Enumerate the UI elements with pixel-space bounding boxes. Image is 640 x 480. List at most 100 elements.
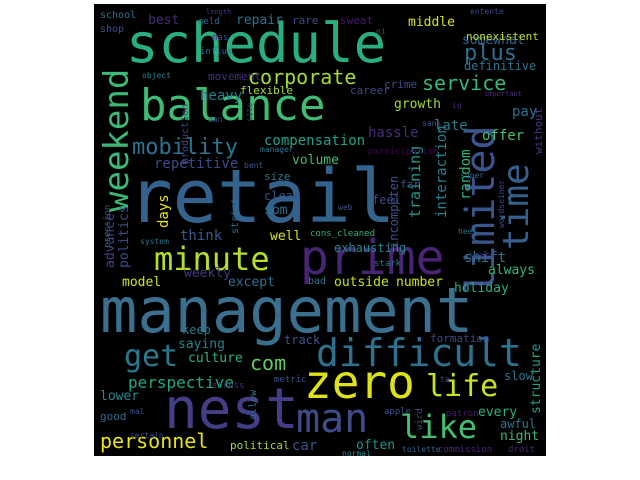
word-som: som — [264, 203, 288, 218]
word-mobility: mobility — [132, 135, 238, 160]
word-saying: saying — [178, 337, 225, 352]
word-time: time — [496, 163, 537, 250]
word-size: size — [264, 170, 291, 183]
word-keep: keep — [182, 323, 211, 337]
word-clear: clear — [264, 189, 300, 203]
word-except: except — [228, 275, 275, 290]
word-repetitive: repetitive — [154, 156, 238, 172]
word-awful: awful — [500, 417, 536, 431]
word-length: length — [206, 8, 231, 16]
word-heel: heel — [458, 227, 477, 236]
word-car: car — [292, 438, 317, 454]
word-management: management — [100, 274, 473, 347]
word-exhausting: exhausting — [334, 241, 406, 255]
word-production: production — [180, 104, 191, 164]
word-days: days — [156, 194, 172, 228]
word-ni: ni — [376, 27, 386, 36]
word-advance: advance — [103, 213, 118, 268]
word-wordseiner: wordseiner — [497, 180, 506, 228]
word-bent: bent — [244, 161, 263, 170]
word-culture: culture — [188, 351, 243, 366]
word-super: super — [460, 171, 484, 180]
word-life: life — [426, 369, 498, 404]
word-jours: jours — [468, 251, 495, 261]
word-interaction: interaction — [434, 125, 450, 218]
word-movement: movement — [208, 70, 261, 83]
word-retail: retail — [128, 154, 395, 240]
word-mal: mal — [130, 407, 145, 416]
word-commission: commission — [438, 445, 492, 455]
word-difficult: difficult — [316, 331, 522, 375]
word-career: career — [350, 84, 390, 97]
word-bad: bad — [308, 276, 326, 287]
word-nonexistent: nonexistent — [466, 30, 539, 43]
word-perspective: perspective — [128, 373, 234, 392]
word-nest: nest — [164, 377, 299, 442]
word-growth: growth — [394, 97, 441, 112]
word-apple: apple — [384, 407, 411, 417]
word-minute: minute — [154, 240, 270, 278]
word-dun: dun — [208, 115, 223, 124]
word-rare: rare — [292, 14, 319, 27]
word-night: night — [500, 429, 539, 444]
word-ig: ig — [452, 101, 462, 110]
word-training: training — [406, 146, 424, 218]
word-sweat: sweat — [340, 14, 373, 27]
word-holiday: holiday — [454, 281, 509, 296]
word-stress: stress — [212, 381, 245, 391]
word-politics: politics — [117, 205, 132, 268]
word-well: well — [270, 229, 301, 244]
word-outside: outside — [334, 275, 389, 290]
word-toilette: toilette — [402, 445, 441, 454]
word-far: far — [400, 178, 420, 191]
word-structure: structure — [529, 343, 544, 414]
word-object: object — [142, 71, 171, 80]
word-think: think — [180, 228, 223, 244]
word-get: get — [124, 339, 178, 374]
word-number: number — [396, 275, 443, 290]
word-weekly: weekly — [184, 266, 231, 281]
word-shop: shop — [100, 24, 124, 35]
word-offer: offer — [482, 128, 524, 144]
word-pay: pay — [512, 104, 537, 120]
word-political: political — [230, 439, 290, 452]
word-patron: patron — [446, 409, 479, 419]
word-often: often — [356, 438, 395, 453]
word-ta: ta — [440, 375, 450, 384]
word-influx: influx — [200, 47, 233, 57]
word-somewhat: somewhat — [462, 33, 525, 48]
word-schedule: schedule — [126, 12, 386, 75]
word-stark: stark — [374, 259, 402, 269]
word-like: like — [400, 408, 477, 446]
word-plus: plus — [464, 41, 517, 66]
word-track: track — [284, 333, 321, 347]
word-feel: feel — [372, 193, 401, 207]
word-every: every — [478, 405, 517, 420]
word-cons_cleaned: cons_cleaned — [310, 229, 375, 239]
word-flexible: flexible — [240, 84, 293, 97]
word-slow: slow — [504, 369, 534, 383]
word-certain: certain — [130, 431, 164, 440]
word-formation: formation — [430, 332, 490, 345]
word-hassle: hassle — [368, 125, 419, 141]
word-heavy: heavy — [200, 88, 242, 104]
word-man: man — [296, 396, 368, 442]
word-crime: crime — [384, 78, 417, 91]
word-corporate: corporate — [248, 65, 356, 89]
word-com: com — [250, 351, 286, 375]
word-important: important — [484, 90, 522, 98]
word-wird: wird — [415, 408, 425, 430]
word-middle: middle — [408, 15, 455, 30]
word-good: good — [100, 410, 127, 423]
word-web: web — [338, 203, 353, 212]
word-zero: zero — [304, 355, 415, 409]
word-normal: normal — [342, 449, 371, 456]
word-mas: mas — [212, 33, 228, 43]
word-limited: limited — [458, 125, 504, 294]
word-sans: sans — [422, 119, 441, 128]
word-school: school — [100, 10, 136, 21]
word-without: without — [532, 108, 545, 154]
word-model: model — [122, 275, 161, 290]
word-incompeten: incompeten — [387, 176, 401, 248]
